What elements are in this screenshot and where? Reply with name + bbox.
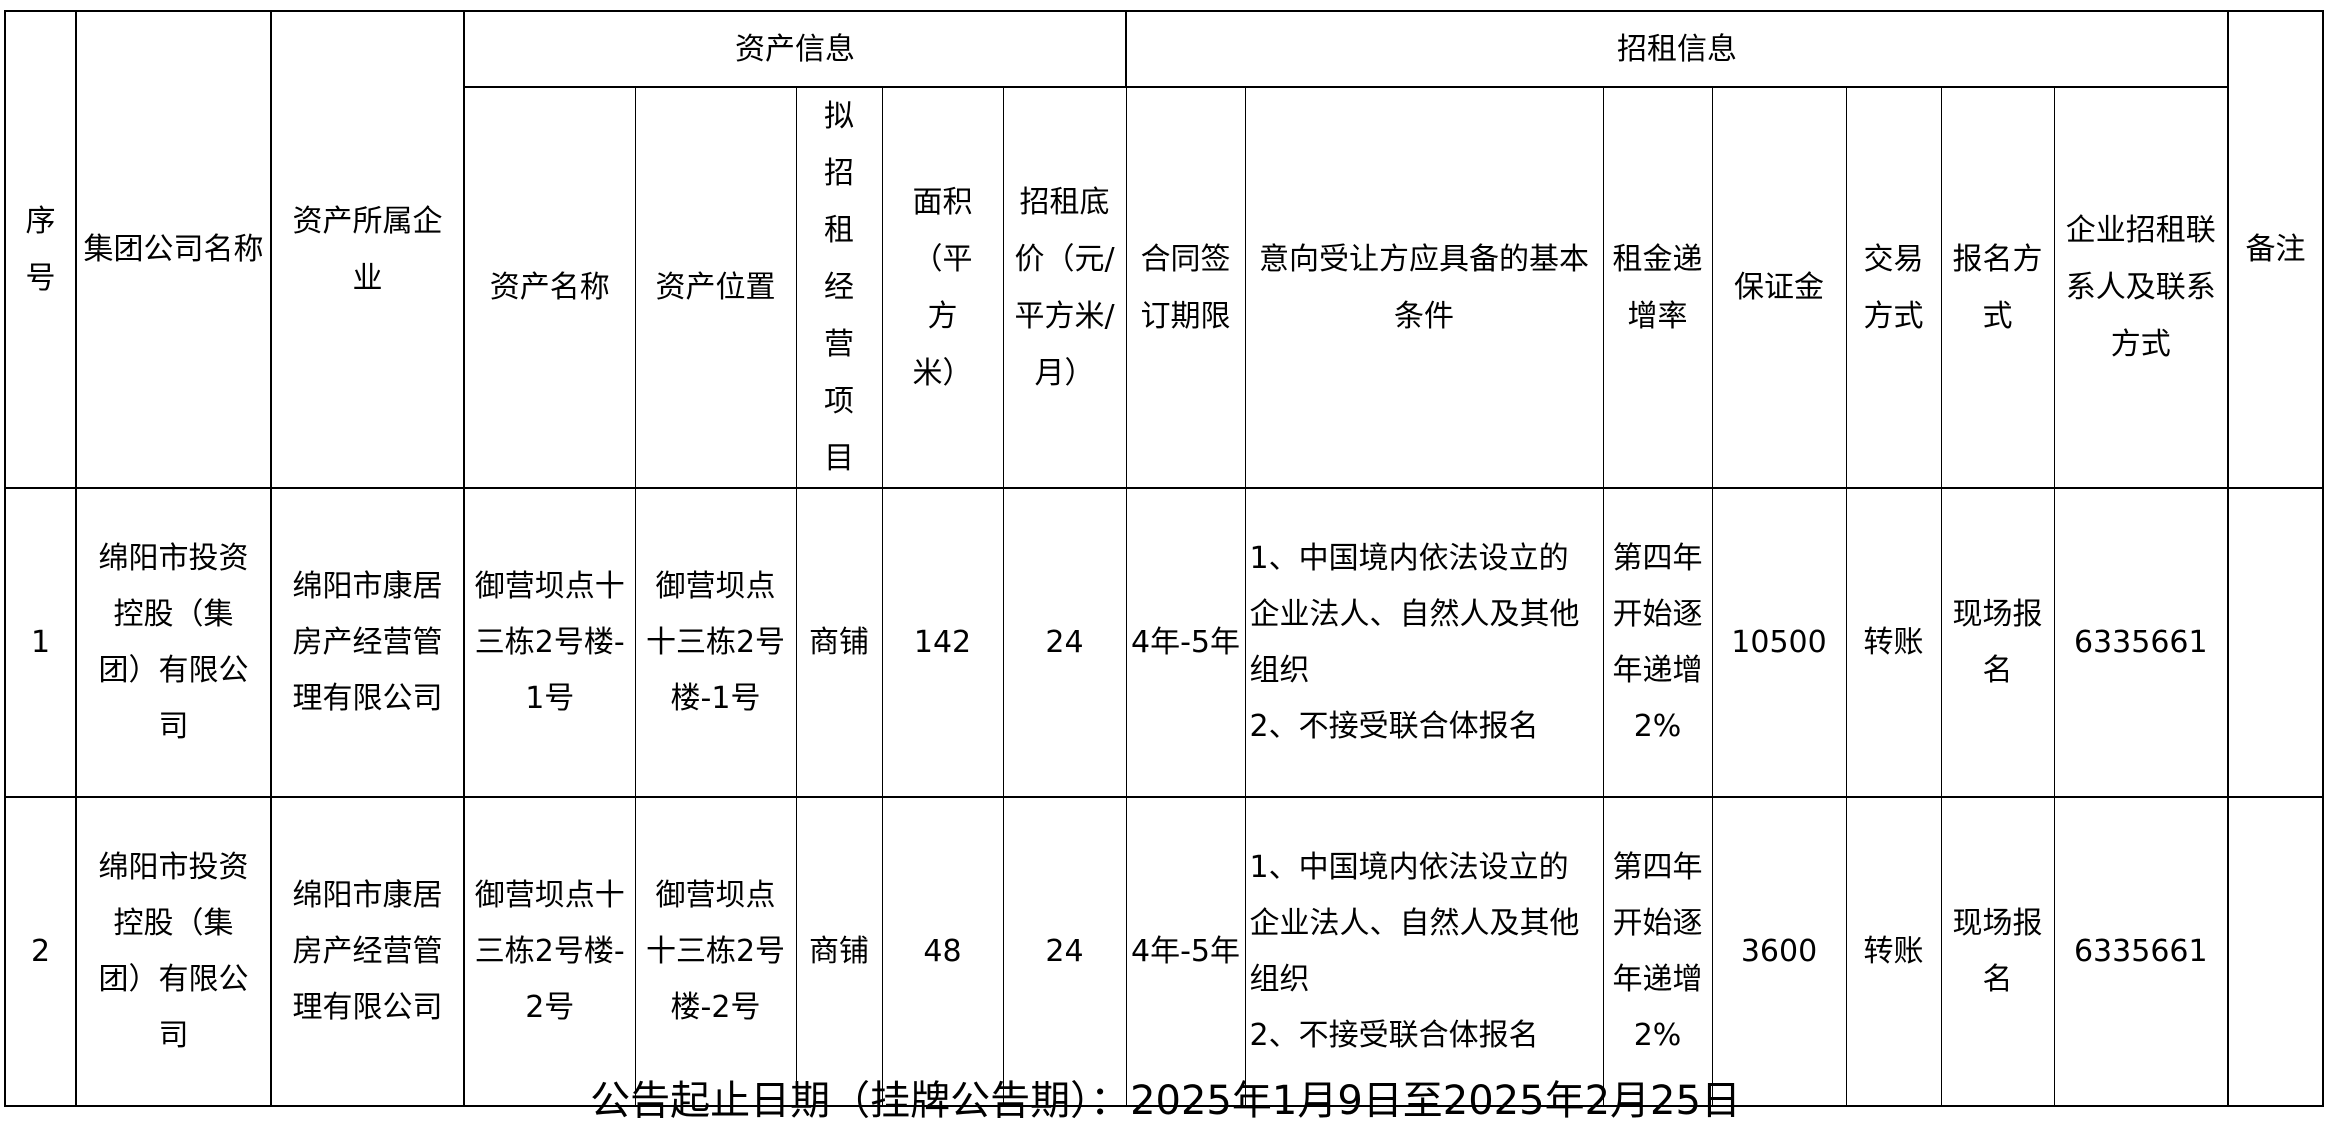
cell-payment-method: 转账 xyxy=(1845,487,1942,798)
cell-deposit: 3600 xyxy=(1711,796,1847,1107)
cell-asset-location: 御营坝点十三栋2号楼-1号 xyxy=(634,487,797,798)
cell-conditions: 1、中国境内依法设立的企业法人、自然人及其他组织 2、不接受联合体报名 xyxy=(1244,487,1604,798)
condition-item: 1、中国境内依法设立的企业法人、自然人及其他组织 xyxy=(1249,540,1580,688)
cell-contract-term: 4年-5年 xyxy=(1125,796,1246,1107)
cell-contact: 6335661 xyxy=(2053,796,2229,1107)
cell-rent-increase: 第四年开始逐年递增2% xyxy=(1602,796,1713,1107)
header-row-sub: 资产名称 资产位置 拟招租经营项目 面积（平方米） 招租底价（元/平方米/月） … xyxy=(5,86,2323,489)
header-deposit: 保证金 xyxy=(1711,86,1847,489)
header-asset-location: 资产位置 xyxy=(634,86,797,489)
cell-asset-name: 御营坝点十三栋2号楼-2号 xyxy=(463,796,636,1107)
cell-area: 48 xyxy=(881,796,1004,1107)
cell-area: 142 xyxy=(881,487,1004,798)
cell-registration: 现场报名 xyxy=(1940,796,2055,1107)
cell-conditions: 1、中国境内依法设立的企业法人、自然人及其他组织 2、不接受联合体报名 xyxy=(1244,796,1604,1107)
cell-asset-name: 御营坝点十三栋2号楼-1号 xyxy=(463,487,636,798)
cell-base-price: 24 xyxy=(1002,796,1127,1107)
header-index: 序号 xyxy=(4,10,77,489)
header-registration: 报名方式 xyxy=(1940,86,2055,489)
cell-contact: 6335661 xyxy=(2053,487,2229,798)
header-owner-company: 资产所属企业 xyxy=(270,10,465,489)
announcement-period: 公告起止日期（挂牌公告期）：2025年1月9日至2025年2月25日 xyxy=(590,1078,1741,1124)
cell-base-price: 24 xyxy=(1002,487,1127,798)
cell-index: 1 xyxy=(4,487,77,798)
header-contract-term: 合同签订期限 xyxy=(1125,86,1246,489)
cell-registration: 现场报名 xyxy=(1940,487,2055,798)
condition-item: 2、不接受联合体报名 xyxy=(1249,1017,1539,1053)
cell-contract-term: 4年-5年 xyxy=(1125,487,1246,798)
cell-remark xyxy=(2227,487,2325,798)
header-rent-increase: 租金递增率 xyxy=(1602,86,1713,489)
cell-asset-location: 御营坝点十三栋2号楼-2号 xyxy=(634,796,797,1107)
cell-remark xyxy=(2227,796,2325,1107)
cell-group-company: 绵阳市投资控股（集团）有限公司 xyxy=(75,487,272,798)
cell-index: 2 xyxy=(4,796,77,1107)
header-group-company: 集团公司名称 xyxy=(75,10,272,489)
header-contact: 企业招租联系人及联系方式 xyxy=(2053,86,2229,489)
lease-notice-table: 序号 集团公司名称 资产所属企业 资产信息 招租信息 备注 资产名称 资产位置 … xyxy=(4,10,2325,1107)
cell-group-company: 绵阳市投资控股（集团）有限公司 xyxy=(75,796,272,1107)
header-remark: 备注 xyxy=(2227,10,2325,489)
header-row-top: 序号 集团公司名称 资产所属企业 资产信息 招租信息 备注 xyxy=(4,10,2325,489)
cell-business-item: 商铺 xyxy=(795,487,883,798)
header-conditions: 意向受让方应具备的基本条件 xyxy=(1244,86,1604,489)
header-business-item: 拟招租经营项目 xyxy=(795,86,883,489)
header-area: 面积（平方米） xyxy=(881,86,1004,489)
cell-payment-method: 转账 xyxy=(1845,796,1942,1107)
condition-item: 2、不接受联合体报名 xyxy=(1249,708,1539,744)
header-payment-method: 交易方式 xyxy=(1845,86,1942,489)
cell-rent-increase: 第四年开始逐年递增2% xyxy=(1602,487,1713,798)
header-lease-info: 招租信息 xyxy=(1125,10,2230,88)
cell-deposit: 10500 xyxy=(1711,487,1847,798)
cell-business-item: 商铺 xyxy=(795,796,883,1107)
header-base-price: 招租底价（元/平方米/月） xyxy=(1002,86,1127,489)
cell-owner-company: 绵阳市康居房产经营管理有限公司 xyxy=(270,796,465,1107)
table-row: 1 绵阳市投资控股（集团）有限公司 绵阳市康居房产经营管理有限公司 御营坝点十三… xyxy=(4,487,2325,798)
header-asset-name: 资产名称 xyxy=(463,86,636,489)
table-row: 2 绵阳市投资控股（集团）有限公司 绵阳市康居房产经营管理有限公司 御营坝点十三… xyxy=(4,796,2325,1107)
condition-item: 1、中国境内依法设立的企业法人、自然人及其他组织 xyxy=(1249,849,1580,997)
cell-owner-company: 绵阳市康居房产经营管理有限公司 xyxy=(270,487,465,798)
header-asset-info: 资产信息 xyxy=(462,10,1128,88)
